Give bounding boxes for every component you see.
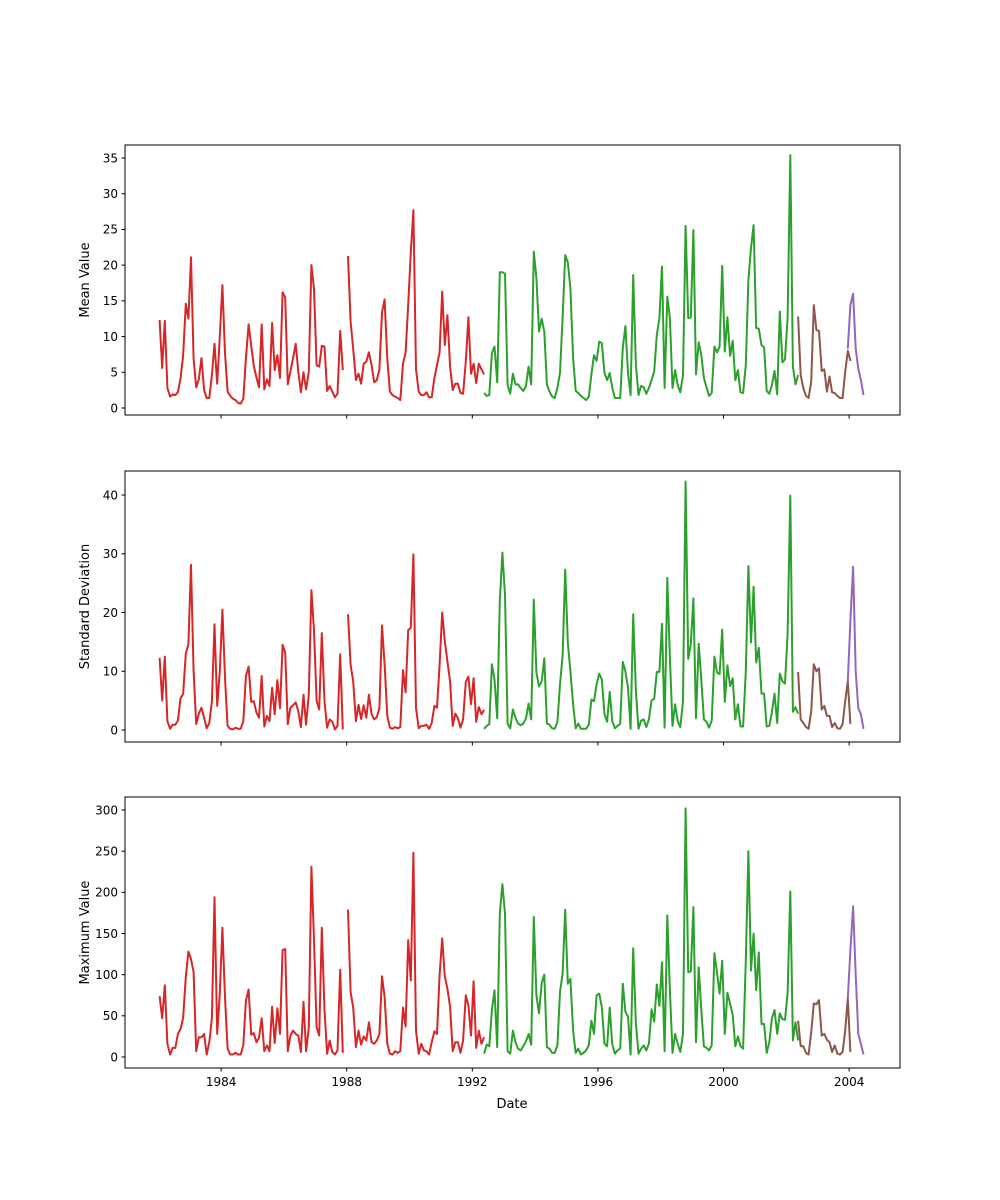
- subplot-std: 0 10 20 30 40 Standard Deviation: [78, 470, 901, 746]
- subplot-max: 0 50 100 150 200 250 300 1984 1988 1992 1996 2000 20…: [78, 796, 901, 1089]
- x-tick-label: 1992: [457, 1075, 488, 1089]
- y-tick-label: 100: [95, 968, 118, 982]
- y-tick-label: 25: [103, 223, 118, 237]
- y-tick-label: 20: [103, 606, 118, 620]
- axes-frame: [124, 796, 901, 1069]
- y-axis-label-mean: Mean Value: [78, 242, 93, 317]
- y-tick-label: 200: [95, 886, 118, 900]
- y-tick-label: 300: [95, 803, 118, 817]
- y-tick-label: 15: [103, 294, 118, 308]
- x-tick-label: 1996: [583, 1075, 614, 1089]
- y-tick-label: 10: [103, 330, 118, 344]
- axes-frame: [124, 144, 901, 416]
- series-line-mean-0: [158, 209, 485, 405]
- series-line-mean-1: [483, 154, 800, 402]
- y-tick-label: 20: [103, 258, 118, 272]
- y-tick-label: 50: [103, 1009, 118, 1023]
- axes-container: 0 5 10 15 20 25 30 35 Mean Value 0 10 20 30 40 Standar…: [78, 144, 901, 1089]
- series-line-max-2: [797, 997, 852, 1056]
- series-line-max-0: [158, 851, 486, 1056]
- series-line-mean-3: [846, 292, 865, 396]
- series-line-max-3: [846, 905, 865, 1055]
- series-line-max-1: [483, 807, 800, 1056]
- subplot-mean: 0 5 10 15 20 25 30 35 Mean Value: [78, 144, 901, 419]
- x-tick-label: 2000: [708, 1075, 739, 1089]
- y-tick-label: 10: [103, 665, 118, 679]
- y-tick-label: 0: [110, 1050, 118, 1064]
- x-tick-label: 2004: [834, 1075, 865, 1089]
- series-line-std-2: [797, 663, 852, 730]
- y-tick-label: 35: [103, 151, 118, 165]
- series-line-mean-2: [797, 304, 852, 399]
- y-tick-label: 5: [110, 366, 118, 380]
- y-tick-label: 40: [103, 488, 118, 502]
- y-tick-label: 0: [110, 723, 118, 737]
- y-axis-label-std: Standard Deviation: [78, 544, 93, 669]
- x-tick-label: 1984: [206, 1075, 237, 1089]
- y-tick-label: 250: [95, 844, 118, 858]
- y-axis-label-max: Maximum Value: [78, 881, 93, 985]
- axes-frame: [124, 470, 901, 743]
- series-line-std-1: [483, 480, 800, 730]
- series-line-std-0: [158, 553, 485, 731]
- y-tick-label: 30: [103, 547, 118, 561]
- x-axis-label: Date: [496, 1097, 527, 1112]
- series-line-std-3: [846, 565, 865, 729]
- y-tick-label: 30: [103, 187, 118, 201]
- x-tick-label: 1988: [331, 1075, 362, 1089]
- y-tick-label: 0: [110, 401, 118, 415]
- y-tick-label: 150: [95, 927, 118, 941]
